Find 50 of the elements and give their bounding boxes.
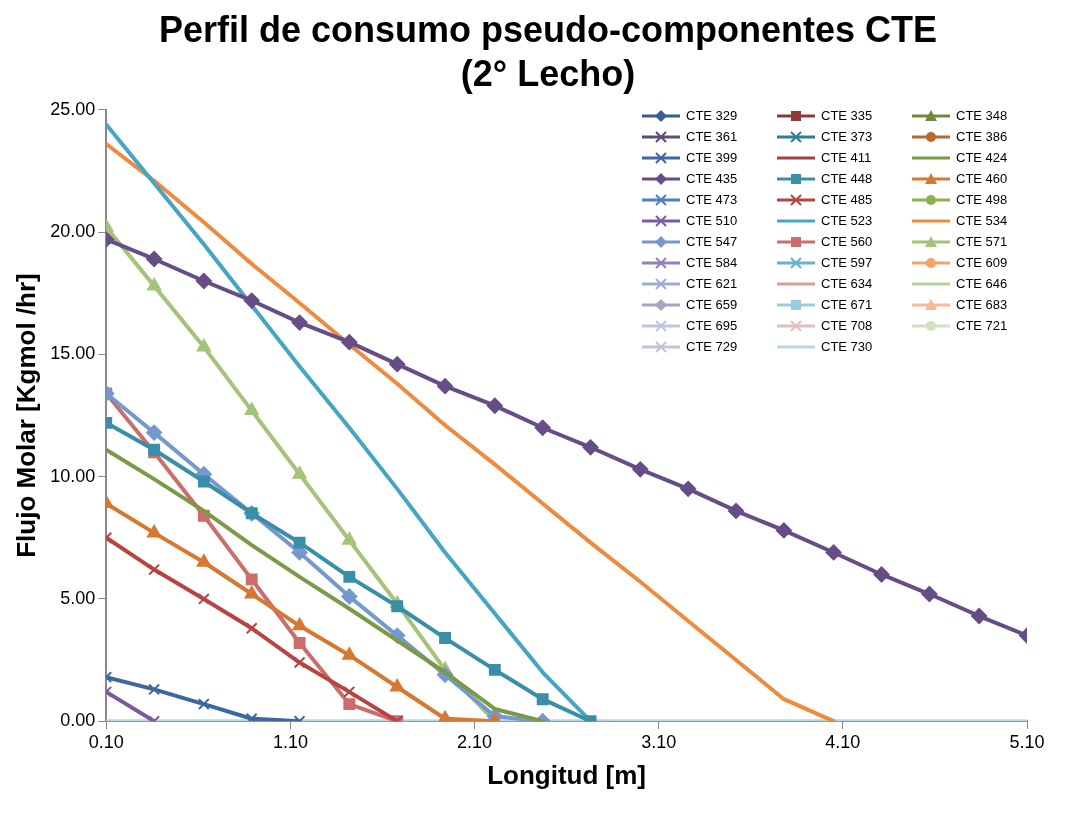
legend-label: CTE 329 [686,108,738,123]
legend-label: CTE 621 [686,276,738,291]
x-tick-label: 5.10 [1009,731,1045,752]
chart-title: Perfil de consumo pseudo-componentes CTE (2° Lecho) [157,8,939,96]
y-tick-label: 0.00 [60,710,96,731]
x-tick-label: 4.10 [825,731,861,752]
legend-label: CTE 411 [821,150,872,165]
legend-label: CTE 609 [956,255,1008,270]
x-axis-title: Longitud [m] [487,759,647,790]
legend-label: CTE 498 [956,192,1008,207]
legend-label: CTE 597 [821,255,873,270]
legend-label: CTE 473 [686,192,738,207]
y-tick-label: 5.00 [60,587,96,608]
legend-label: CTE 399 [686,150,738,165]
legend-label: CTE 634 [821,276,873,291]
legend-label: CTE 708 [821,318,873,333]
legend-label: CTE 646 [956,276,1008,291]
legend-label: CTE 534 [956,213,1008,228]
legend-label: CTE 523 [821,213,873,228]
legend-label: CTE 485 [821,192,873,207]
legend-label: CTE 460 [956,171,1008,186]
legend-label: CTE 683 [956,297,1008,312]
legend-label: CTE 361 [686,129,738,144]
legend-label: CTE 510 [686,213,738,228]
legend-label: CTE 448 [821,171,873,186]
x-tick-label: 1.10 [272,731,308,752]
y-axis-title: Flujo Molar [Kgmol /hr] [10,273,41,558]
legend-label: CTE 571 [956,234,1008,249]
y-tick-label: 25.00 [50,98,96,119]
legend-label: CTE 348 [956,108,1008,123]
legend-label: CTE 373 [821,129,873,144]
legend-label: CTE 671 [821,297,873,312]
y-tick-label: 15.00 [50,343,96,364]
x-tick-label: 0.10 [88,731,124,752]
legend-label: CTE 584 [686,255,738,270]
legend-label: CTE 560 [821,234,873,249]
legend-label: CTE 730 [821,339,873,354]
legend-label: CTE 424 [956,150,1008,165]
legend-label: CTE 695 [686,318,738,333]
y-tick-label: 10.00 [50,465,96,486]
legend-label: CTE 547 [686,234,738,249]
y-tick-label: 20.00 [50,221,96,242]
legend-label: CTE 335 [821,108,873,123]
legend-label: CTE 386 [956,129,1008,144]
legend-label: CTE 729 [686,339,738,354]
legend-label: CTE 659 [686,297,738,312]
legend-label: CTE 435 [686,171,738,186]
x-tick-label: 3.10 [641,731,677,752]
x-tick-label: 2.10 [457,731,493,752]
legend-label: CTE 721 [956,318,1008,333]
